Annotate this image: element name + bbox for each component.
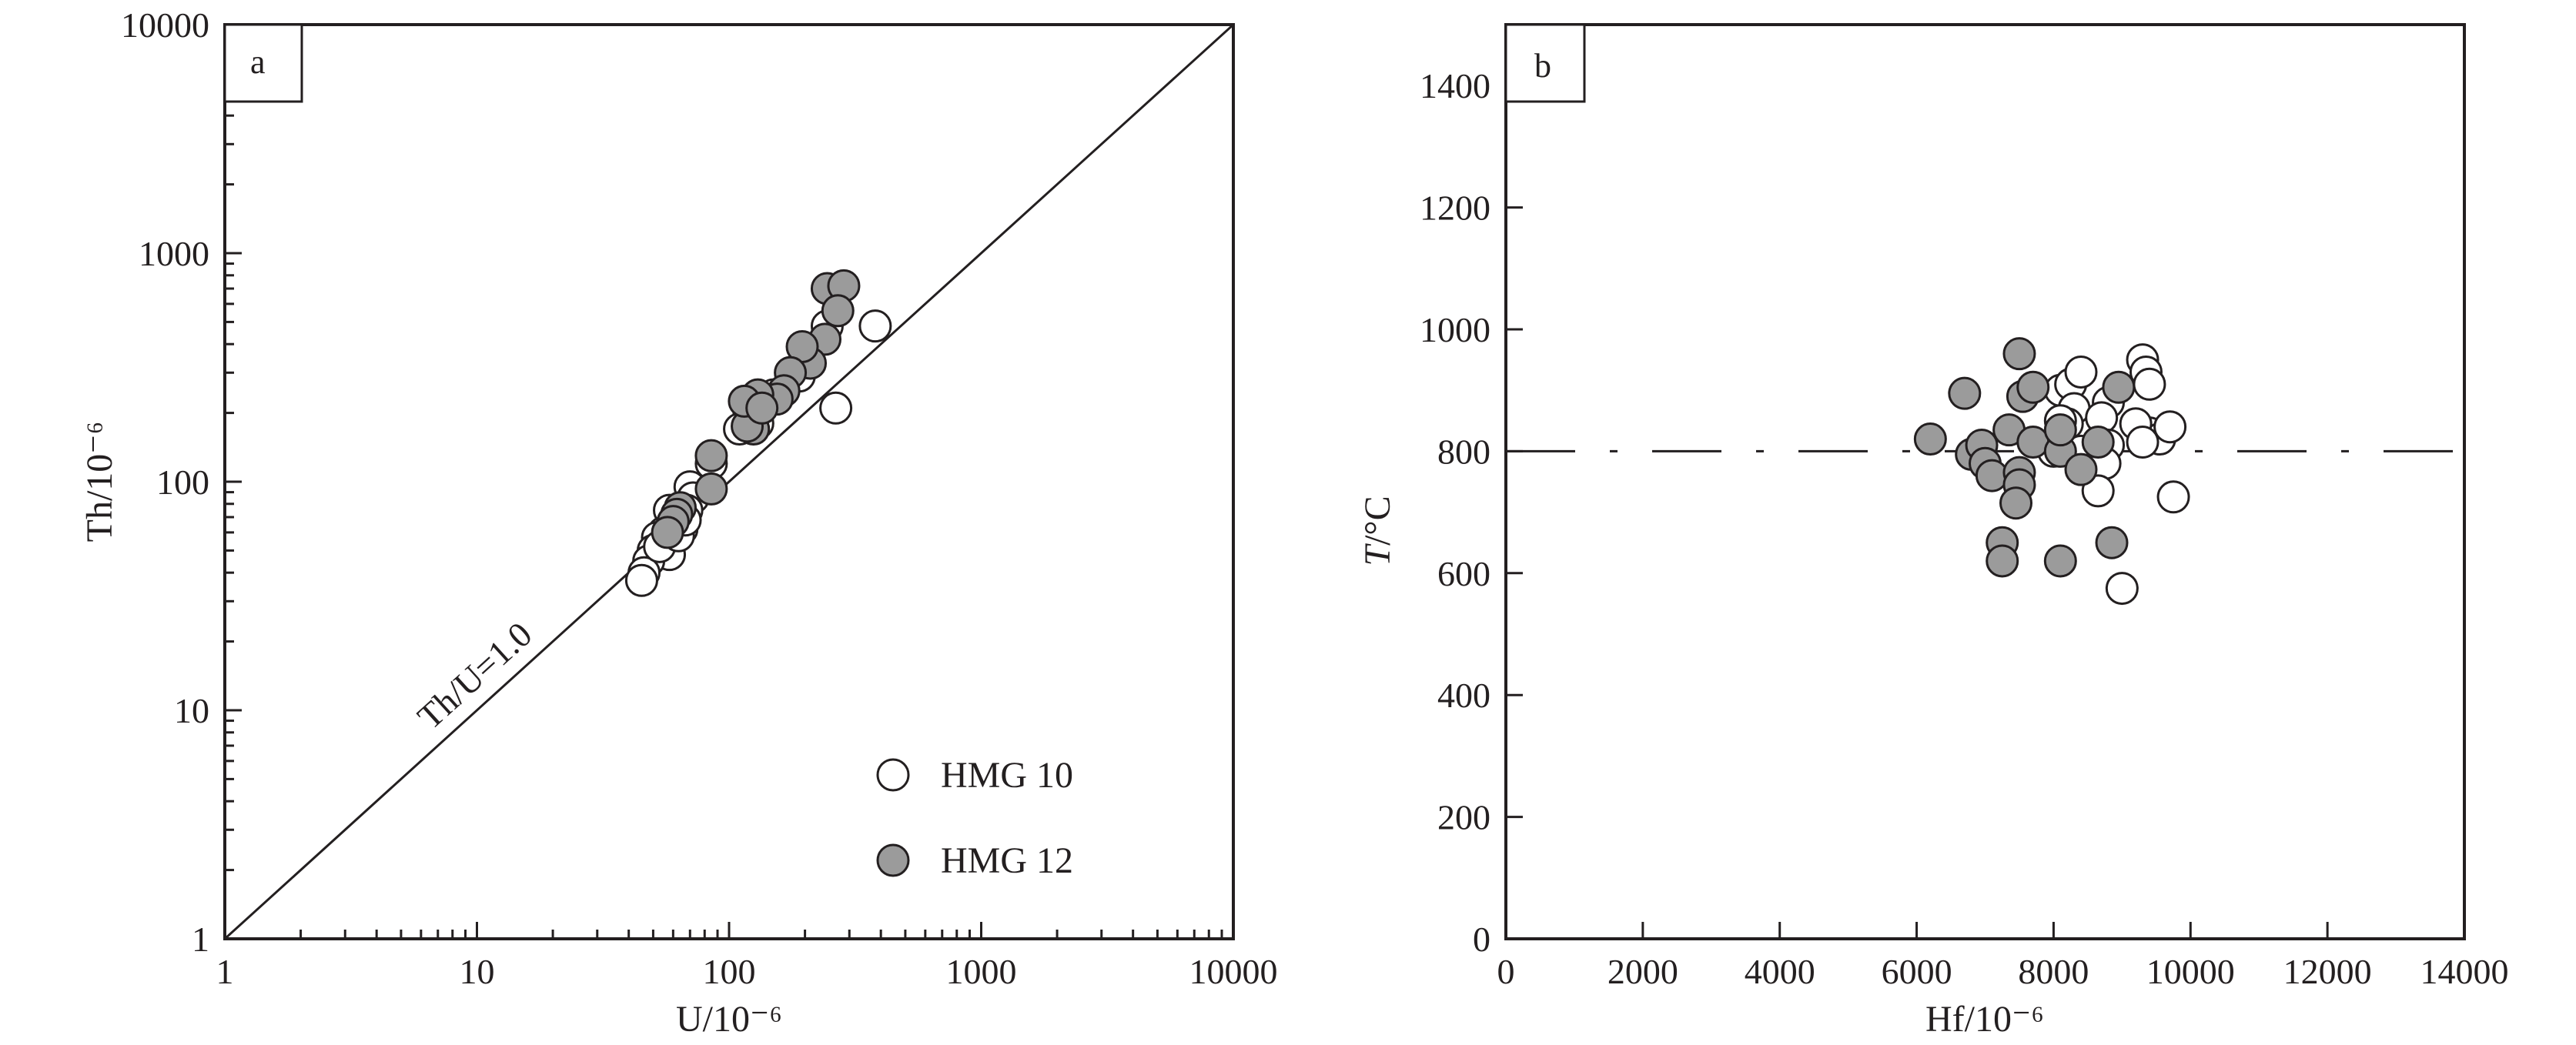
panel-b-chart: 0 2000 4000 6000 8000 10000 12000 14000 0 200 400… — [1357, 23, 2509, 1040]
y-tick-label: 1400 — [1420, 66, 1490, 105]
panel-a-y-axis-label: Th/10⁻⁶ — [79, 422, 120, 543]
data-point-hmg12 — [1999, 486, 2033, 520]
data-point-hmg10 — [858, 309, 892, 343]
y-tick-label: 1000 — [1420, 310, 1490, 349]
data-point-hmg10 — [2081, 474, 2115, 508]
data-point-hmg12 — [1975, 459, 2009, 492]
data-point-hmg10 — [2105, 572, 2139, 606]
legend-marker-hmg10 — [876, 758, 910, 792]
legend-label-hmg12: HMG 12 — [941, 840, 1073, 881]
x-tick-label: 10 — [460, 952, 495, 991]
data-point-hmg12 — [694, 472, 728, 506]
x-tick-label: 6000 — [1882, 952, 1952, 991]
x-tick-label: 2000 — [1607, 952, 1678, 991]
y-tick-label: 400 — [1437, 676, 1490, 715]
panel-a-x-axis: 1 10 100 1000 10000 — [216, 922, 1278, 991]
panel-b-y-axis: 0 200 400 600 800 1000 1200 1400 — [1420, 66, 1523, 959]
x-tick-label: 12000 — [2283, 952, 2372, 991]
panel-b-x-axis-label: Hf/10⁻⁶ — [1925, 999, 2044, 1040]
panel-a-y-axis: 1 10 100 1000 10000 — [121, 5, 242, 959]
panel-b-y-axis-label-unit: /°C — [1357, 496, 1398, 546]
data-point-hmg12 — [2095, 526, 2129, 559]
panel-b-y-axis-label: T/°C — [1357, 496, 1398, 566]
x-tick-label: 1000 — [946, 952, 1017, 991]
data-point-hmg12 — [651, 516, 684, 549]
y-tick-label: 800 — [1437, 432, 1490, 471]
data-point-hmg12 — [2081, 426, 2115, 459]
legend-marker-hmg12 — [876, 843, 910, 877]
panel-a-letter: a — [250, 43, 266, 81]
th-u-ratio-label: Th/U=1.0 — [410, 614, 539, 736]
data-point-hmg10 — [2126, 426, 2159, 459]
data-point-hmg12 — [2102, 370, 2136, 404]
panel-b-letter-box — [1504, 23, 1586, 103]
data-point-hmg12 — [745, 391, 779, 425]
x-tick-label: 10000 — [2146, 952, 2235, 991]
data-point-hmg12 — [2064, 452, 2098, 486]
panel-b-y-axis-label-text: T — [1357, 543, 1398, 566]
x-tick-label: 0 — [1497, 952, 1515, 991]
panel-a-x-axis-label: U/10⁻⁶ — [676, 999, 782, 1040]
data-point-hmg12 — [2043, 413, 2077, 447]
x-tick-label: 4000 — [1745, 952, 1815, 991]
y-tick-label: 10000 — [121, 5, 209, 45]
x-tick-label: 10000 — [1189, 952, 1278, 991]
panel-a-chart: Th/U=1.0 1 10 100 1000 10000 1 10 100 1000 10000… — [79, 5, 1278, 1040]
panel-b-plot-frame — [1504, 23, 2466, 940]
data-point-hmg12 — [1948, 376, 1982, 410]
y-tick-label: 200 — [1437, 798, 1490, 837]
data-point-hmg12 — [821, 294, 855, 328]
data-point-hmg10 — [2064, 355, 2098, 389]
y-tick-label: 0 — [1473, 920, 1490, 959]
data-point-hmg10 — [2133, 367, 2166, 401]
data-point-hmg12 — [694, 439, 728, 472]
legend-label-hmg10: HMG 10 — [941, 755, 1073, 796]
panel-b-x-axis: 0 2000 4000 6000 8000 10000 12000 14000 — [1497, 922, 2509, 991]
panel-a-legend: HMG 10 HMG 12 — [876, 755, 1073, 881]
data-point-hmg10 — [624, 563, 658, 597]
panel-b-points — [1913, 337, 2190, 606]
x-tick-label: 100 — [703, 952, 756, 991]
panel-a-points — [624, 269, 892, 597]
y-tick-label: 1 — [192, 920, 209, 959]
data-point-hmg12 — [1986, 544, 2019, 578]
data-point-hmg12 — [1913, 422, 1947, 456]
data-point-hmg10 — [2153, 410, 2187, 444]
y-tick-label: 1200 — [1420, 189, 1490, 228]
x-tick-label: 8000 — [2018, 952, 2089, 991]
y-tick-label: 1000 — [139, 234, 209, 273]
panel-a-letter-box — [223, 23, 303, 103]
data-point-hmg10 — [819, 391, 853, 425]
panel-b-letter: b — [1534, 47, 1551, 85]
y-tick-label: 600 — [1437, 554, 1490, 593]
data-point-hmg12 — [2002, 337, 2036, 371]
y-tick-label: 10 — [174, 691, 209, 730]
data-point-hmg12 — [2016, 370, 2050, 404]
data-point-hmg10 — [2156, 480, 2190, 514]
data-point-hmg12 — [2043, 544, 2077, 578]
y-tick-label: 100 — [156, 462, 209, 502]
th-u-ratio-line — [225, 25, 1233, 939]
data-point-hmg12 — [2016, 426, 2050, 459]
x-tick-label: 14000 — [2420, 952, 2509, 991]
x-tick-label: 1 — [216, 952, 234, 991]
